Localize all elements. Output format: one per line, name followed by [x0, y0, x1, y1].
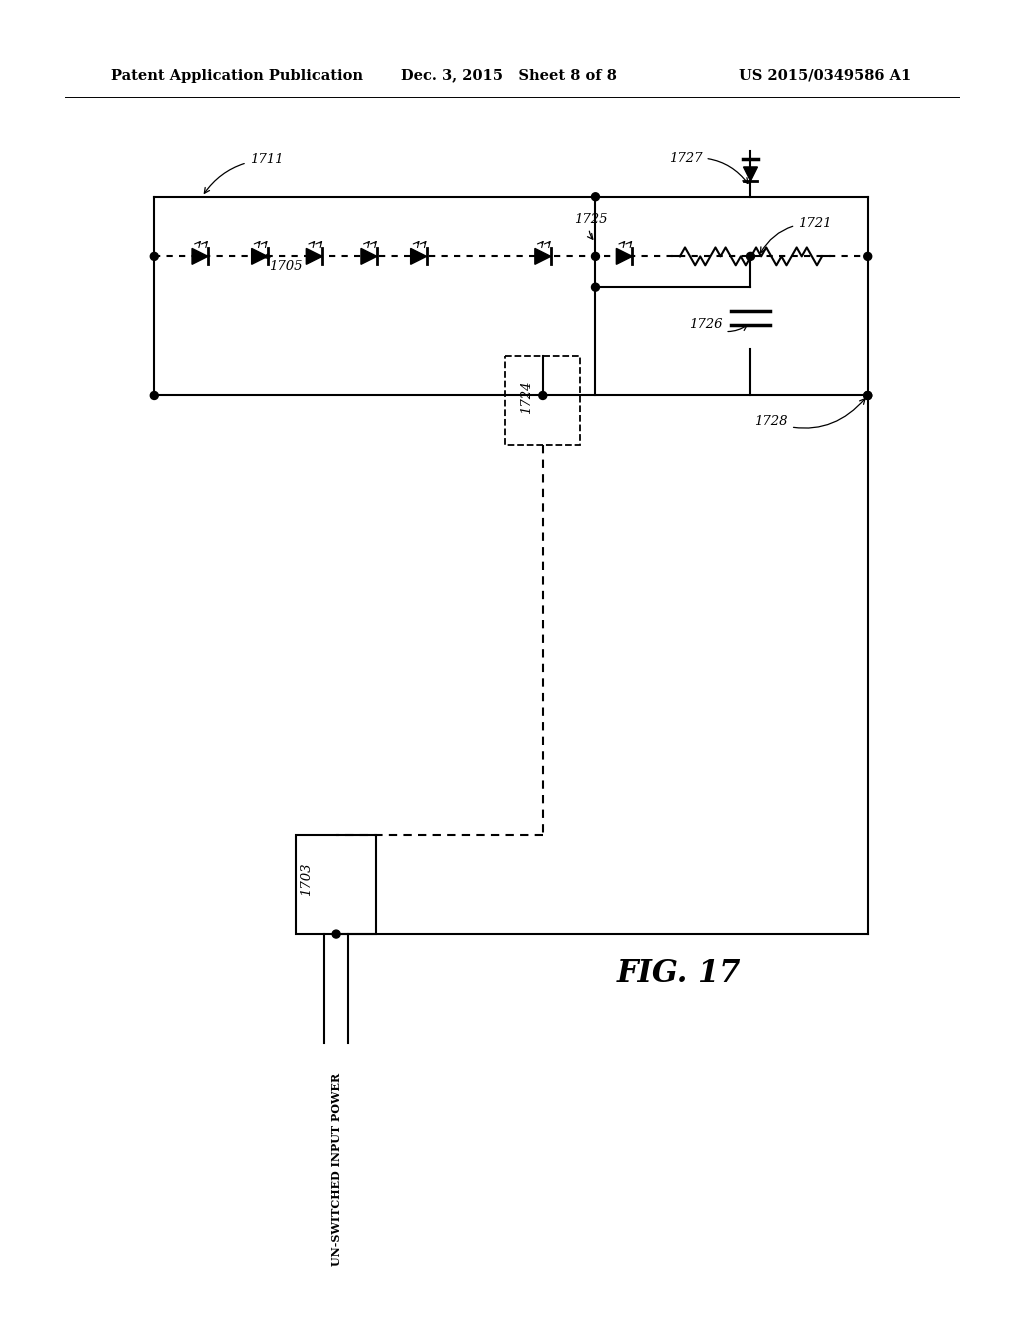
Polygon shape — [252, 248, 267, 264]
Polygon shape — [193, 248, 208, 264]
Circle shape — [592, 193, 599, 201]
Polygon shape — [535, 248, 551, 264]
Circle shape — [864, 252, 871, 260]
Text: 1728: 1728 — [755, 399, 865, 428]
Text: US 2015/0349586 A1: US 2015/0349586 A1 — [738, 69, 910, 83]
Circle shape — [151, 252, 159, 260]
Circle shape — [332, 931, 340, 939]
Text: Dec. 3, 2015   Sheet 8 of 8: Dec. 3, 2015 Sheet 8 of 8 — [400, 69, 616, 83]
Text: 1703: 1703 — [300, 863, 312, 896]
Text: 1711: 1711 — [205, 153, 284, 193]
Text: 1727: 1727 — [669, 152, 748, 183]
Polygon shape — [743, 166, 758, 181]
Circle shape — [746, 252, 755, 260]
Polygon shape — [411, 248, 427, 264]
Text: UN-SWITCHED INPUT POWER: UN-SWITCHED INPUT POWER — [331, 1073, 342, 1266]
Bar — [296, 834, 376, 935]
Text: 1705: 1705 — [263, 253, 303, 273]
Polygon shape — [306, 248, 323, 264]
Circle shape — [539, 392, 547, 400]
Circle shape — [864, 392, 871, 400]
Text: 1726: 1726 — [689, 318, 748, 331]
Polygon shape — [616, 248, 632, 264]
Text: 1721: 1721 — [761, 216, 831, 252]
Bar — [505, 356, 580, 445]
Text: 1724: 1724 — [520, 380, 534, 414]
Polygon shape — [360, 248, 377, 264]
Circle shape — [592, 252, 599, 260]
Text: FIG. 17: FIG. 17 — [616, 958, 741, 989]
Circle shape — [864, 392, 871, 400]
Circle shape — [592, 284, 599, 292]
Text: 1725: 1725 — [573, 213, 607, 239]
Circle shape — [151, 392, 159, 400]
Text: Patent Application Publication: Patent Application Publication — [111, 69, 362, 83]
